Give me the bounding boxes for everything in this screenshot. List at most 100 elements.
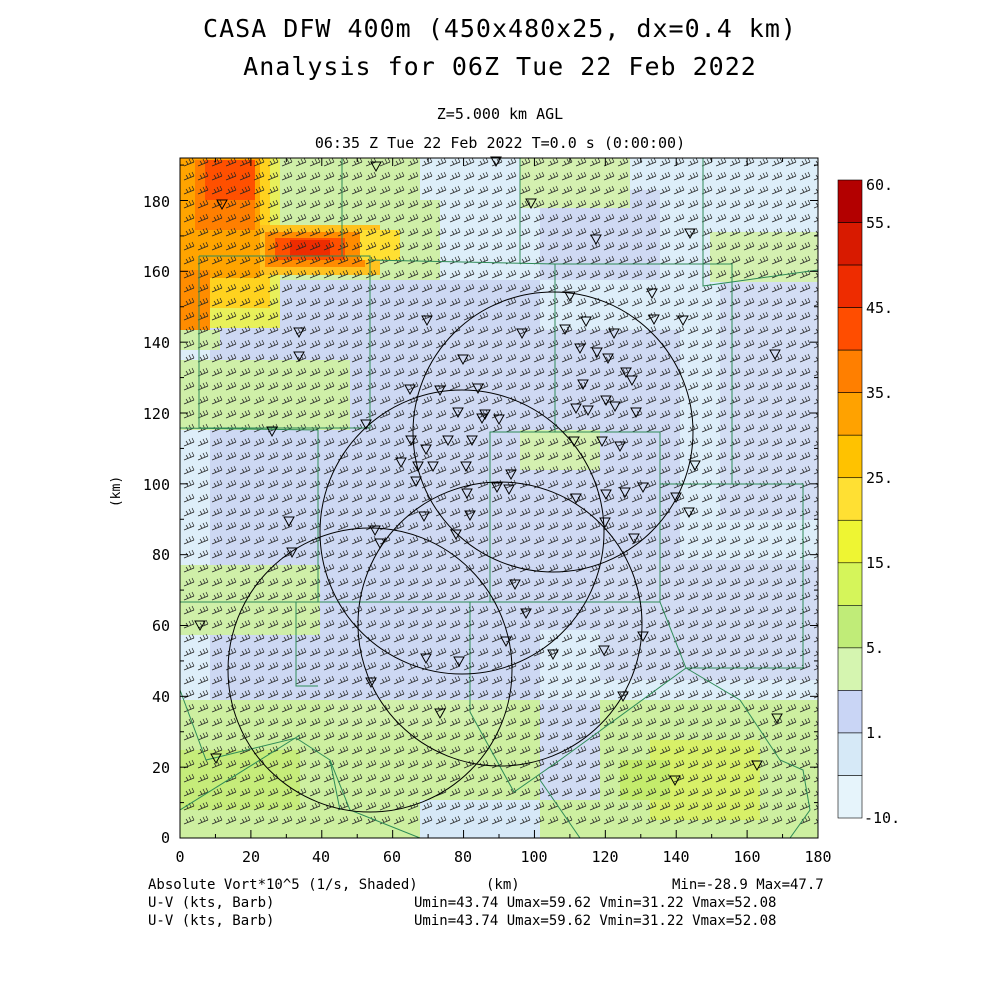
wind-barb	[477, 395, 489, 405]
wind-barb	[589, 633, 601, 643]
wind-barb	[253, 465, 265, 475]
wind-barb	[379, 158, 391, 167]
wind-barb	[421, 213, 433, 223]
wind-barb	[673, 465, 685, 475]
wind-barb	[533, 465, 545, 475]
wind-barb	[631, 619, 643, 629]
wind-barb	[421, 199, 433, 209]
wind-barb	[211, 759, 223, 769]
wind-barb	[393, 353, 405, 363]
wind-barb	[631, 745, 643, 755]
wind-barb	[547, 311, 559, 321]
wind-barb	[379, 269, 391, 279]
wind-barb	[393, 675, 405, 685]
wind-barb	[771, 521, 783, 531]
wind-barb	[799, 703, 811, 713]
wind-barb	[631, 773, 643, 783]
wind-barb	[799, 535, 811, 545]
wind-barb	[659, 703, 671, 713]
wind-barb	[645, 619, 657, 629]
wind-barb	[309, 158, 321, 167]
wind-barb	[659, 339, 671, 349]
wind-barb	[379, 605, 391, 615]
wind-barb	[561, 465, 573, 475]
wind-barb	[687, 717, 699, 727]
wind-barb	[197, 297, 209, 307]
wind-barb	[197, 353, 209, 363]
wind-barb	[505, 801, 517, 811]
wind-barb	[659, 451, 671, 461]
wind-barb	[701, 269, 713, 279]
wind-barb	[645, 689, 657, 699]
wind-barb	[337, 591, 349, 601]
wind-barb	[393, 633, 405, 643]
wind-barb	[421, 633, 433, 643]
wind-barb	[561, 171, 573, 181]
wind-barb	[197, 801, 209, 811]
wind-barb	[729, 255, 741, 265]
wind-barb	[449, 409, 461, 419]
wind-barb	[183, 227, 195, 237]
wind-barb	[225, 367, 237, 377]
wind-barb	[183, 451, 195, 461]
wind-barb	[337, 353, 349, 363]
wind-barb	[743, 745, 755, 755]
wind-barb	[435, 703, 447, 713]
wind-barb	[323, 815, 335, 825]
wind-barb	[477, 689, 489, 699]
wind-barb	[253, 507, 265, 517]
station-marker	[547, 649, 559, 661]
wind-barb	[519, 521, 531, 531]
wind-barb	[239, 465, 251, 475]
wind-barb	[309, 409, 321, 419]
wind-barb	[239, 633, 251, 643]
wind-barb	[631, 479, 643, 489]
wind-barb	[463, 661, 475, 671]
wind-barb	[631, 493, 643, 503]
wind-barb	[211, 465, 223, 475]
wind-barb	[603, 493, 615, 503]
wind-barb	[743, 353, 755, 363]
wind-barb	[197, 479, 209, 489]
wind-barb	[701, 199, 713, 209]
wind-barb	[799, 241, 811, 251]
station-marker	[503, 484, 515, 496]
wind-barb	[771, 255, 783, 265]
wind-barb	[323, 409, 335, 419]
wind-barb	[729, 787, 741, 797]
wind-barb	[421, 731, 433, 741]
wind-barb	[519, 171, 531, 181]
wind-barb	[645, 507, 657, 517]
wind-barb	[491, 283, 503, 293]
station-marker	[684, 228, 696, 240]
wind-barb	[365, 437, 377, 447]
y-tick-label: 180	[143, 193, 170, 211]
wind-barb	[673, 297, 685, 307]
wind-barb	[617, 745, 629, 755]
wind-barb	[183, 297, 195, 307]
wind-barb	[603, 158, 615, 167]
wind-barb	[673, 521, 685, 531]
wind-barb	[309, 437, 321, 447]
wind-barb	[183, 591, 195, 601]
wind-barb	[575, 451, 587, 461]
wind-barb	[617, 199, 629, 209]
wind-barb	[449, 619, 461, 629]
wind-barb	[659, 255, 671, 265]
wind-barb	[715, 675, 727, 685]
wind-barb	[715, 731, 727, 741]
wind-barb	[407, 521, 419, 531]
wind-barb	[267, 269, 279, 279]
wind-barb	[687, 549, 699, 559]
wind-barb	[211, 605, 223, 615]
wind-barb	[519, 605, 531, 615]
wind-barb	[267, 689, 279, 699]
wind-barb	[645, 199, 657, 209]
wind-barb	[407, 199, 419, 209]
wind-barb	[379, 423, 391, 433]
wind-barb	[799, 185, 811, 195]
wind-barb	[365, 297, 377, 307]
wind-barb	[449, 731, 461, 741]
wind-barb	[365, 717, 377, 727]
wind-barb	[757, 213, 769, 223]
